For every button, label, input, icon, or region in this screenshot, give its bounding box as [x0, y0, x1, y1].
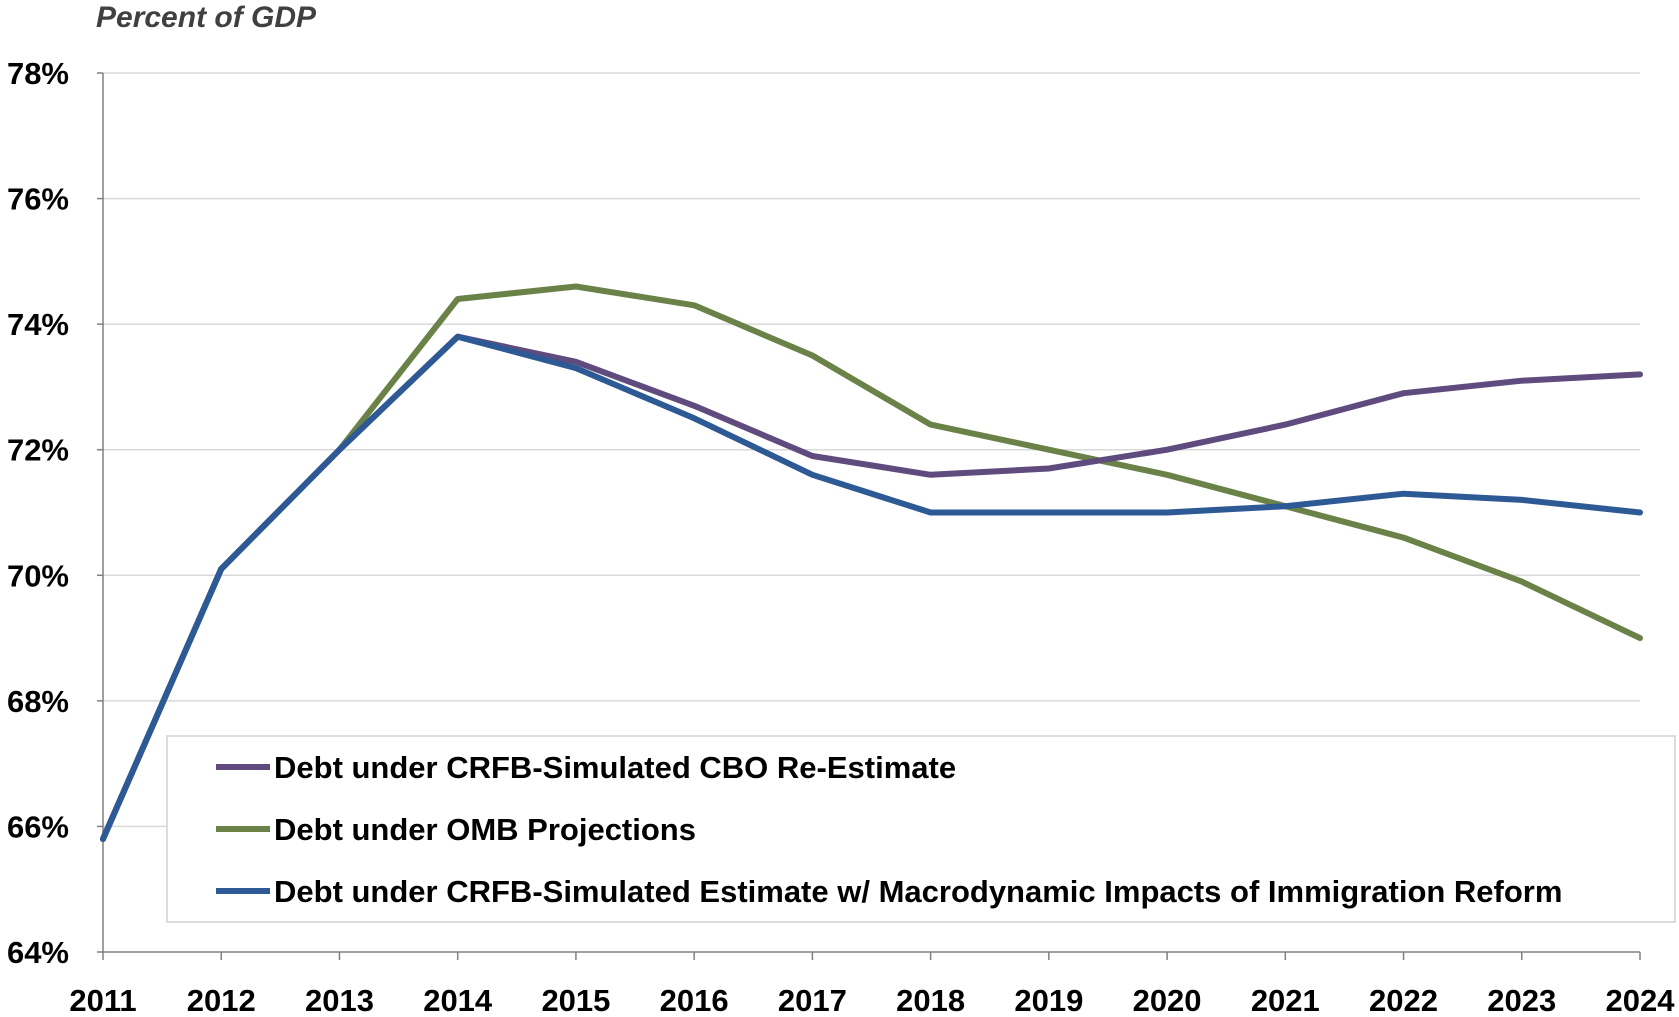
x-tick-label: 2011	[69, 983, 136, 1017]
x-tick-label: 2016	[660, 983, 729, 1017]
x-tick-label: 2013	[305, 983, 374, 1017]
y-tick-label: 66%	[7, 809, 69, 844]
legend: Debt under CRFB-Simulated CBO Re-Estimat…	[166, 735, 1676, 923]
x-tick-label: 2024	[1606, 983, 1676, 1017]
y-tick-label: 64%	[7, 935, 69, 970]
y-tick-label: 68%	[7, 684, 69, 719]
x-tick-label: 2019	[1014, 983, 1083, 1017]
series-line	[100, 333, 1643, 842]
x-tick-labels: 2011 2012 2013 2014 2015 2016 2017 2018 2019 2020…	[69, 983, 1675, 1017]
x-tick-label: 2023	[1487, 983, 1556, 1017]
x-tick-label: 2015	[541, 983, 610, 1017]
y-tick-labels: 64% 66% 68% 70% 72% 74% 76% 78%	[7, 56, 69, 970]
x-tick-label: 2020	[1133, 983, 1202, 1017]
unit-label: Percent of GDP	[96, 1, 317, 34]
y-tick-label: 72%	[7, 433, 69, 468]
x-tick-label: 2021	[1251, 983, 1320, 1017]
x-tick-label: 2018	[896, 983, 965, 1017]
y-tick-label: 76%	[7, 182, 69, 217]
series-line	[100, 283, 1643, 842]
x-tick-label: 2017	[778, 983, 847, 1017]
grid-lines	[103, 72, 1640, 828]
legend-label: Debt under OMB Projections	[274, 812, 696, 847]
x-tick-label: 2012	[187, 983, 256, 1017]
legend-label: Debt under CRFB-Simulated CBO Re-Estimat…	[274, 750, 956, 785]
legend-label: Debt under CRFB-Simulated Estimate w/ Ma…	[274, 874, 1562, 909]
y-tick-label: 78%	[7, 56, 69, 91]
series-lines	[100, 283, 1643, 842]
y-tick-label: 74%	[7, 307, 69, 342]
legend-box	[166, 735, 1676, 923]
x-tick-label: 2022	[1369, 983, 1438, 1017]
axes	[97, 72, 1641, 960]
y-tick-label: 70%	[7, 558, 69, 593]
x-tick-label: 2014	[423, 983, 493, 1017]
